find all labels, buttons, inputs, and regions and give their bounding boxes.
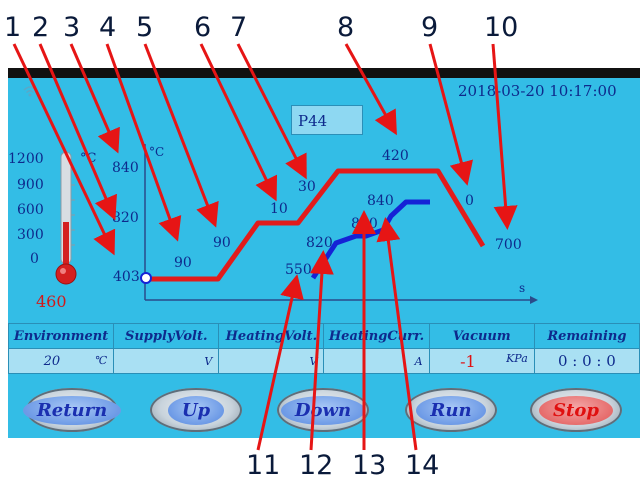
callout-14: 14 [405,450,440,481]
cell-environment: 20 ℃ [7,348,115,374]
header-heating-volt: HeatingVolt. [218,323,325,349]
header-environment: Environment [7,323,115,349]
return-button[interactable]: Return [22,388,122,432]
thermo-scale-600: 600 [17,202,44,218]
down-button-label: Down [280,395,366,425]
cell-remaining: 0 : 0 : 0 [533,348,641,374]
callout-arrow-6 [199,43,278,202]
heating-volt-unit: V [309,354,318,368]
start-point-marker [140,272,152,284]
return-button-label: Return [22,395,122,425]
callout-arrow-7 [236,43,307,180]
callout-11: 11 [246,450,281,481]
actual-label-1: 550 [285,262,312,278]
down-button[interactable]: Down [277,388,369,432]
thermo-scale-1200: 1200 [8,151,44,167]
callout-2: 2 [32,12,50,43]
environment-unit: ℃ [94,353,108,367]
header-remaining: Remaining [533,323,641,349]
profile-label-hold1: 90 [174,255,192,271]
top-bar [8,68,640,78]
header-vacuum: Vacuum [428,323,535,349]
up-button[interactable]: Up [150,388,242,432]
header-supply-volt: SupplyVolt. [113,323,220,349]
callout-arrow-4 [105,43,182,242]
cell-vacuum: -1 KPa [428,348,535,374]
callout-arrow-2 [38,43,117,221]
callout-arrow-9 [428,43,473,186]
program-label[interactable]: P44 [291,105,363,135]
callout-arrow-8 [344,43,397,136]
stop-button[interactable]: Stop [530,388,622,432]
x-axis-arrow [530,296,538,304]
profile-label-ramp2: 30 [298,179,316,195]
profile-label-max: 840 [112,160,139,176]
run-button-label: Run [416,395,486,425]
callout-arrow-12 [309,250,334,451]
status-value-row: 20 ℃ V V A -1 KPa 0 : 0 : 0 [7,348,641,374]
callout-3: 3 [63,12,81,43]
thermo-scale-300: 300 [17,227,44,243]
supply-volt-unit: V [204,354,213,368]
heating-curr-unit: A [414,354,423,368]
cell-heating-curr: A [323,348,430,374]
profile-label-end: 700 [495,237,522,253]
profile-label-cool: 0 [465,193,474,209]
callout-9: 9 [421,12,439,43]
environment-value: 20 [43,353,61,369]
callout-arrow-14 [376,217,418,451]
status-table: Environment SupplyVolt. HeatingVolt. Hea… [7,323,641,374]
remaining-value: 0 : 0 : 0 [557,352,616,370]
profile-label-ramp1: 90 [213,235,231,251]
callout-6: 6 [194,12,212,43]
callout-10: 10 [484,12,519,43]
thermo-scale-900: 900 [17,177,44,193]
chart-x-unit: s [519,281,526,295]
callout-7: 7 [230,12,248,43]
cell-supply-volt: V [113,348,220,374]
callout-5: 5 [136,12,154,43]
status-header-row: Environment SupplyVolt. HeatingVolt. Hea… [7,323,641,349]
callout-13: 13 [352,450,387,481]
thermo-current-value: 460 [36,292,67,311]
profile-label-second: 820 [112,210,139,226]
callout-arrow-3 [69,43,120,154]
callout-arrow-11 [256,274,304,451]
profile-label-hold2: 10 [270,201,288,217]
callout-12: 12 [299,450,334,481]
thermo-scale-0: 0 [30,251,39,267]
profile-label-hold3: 420 [382,148,409,164]
vacuum-value: -1 [460,351,476,371]
up-button-label: Up [167,395,225,425]
actual-label-2: 820 [306,235,333,251]
cell-heating-volt: V [218,348,325,374]
setpoint-profile-line [148,168,486,282]
callout-arrow-10 [491,43,518,230]
profile-label-start: 403 [113,269,140,285]
callout-1: 1 [4,12,22,43]
vacuum-unit: KPa [506,351,528,365]
actual-label-4: 840 [367,193,394,209]
thermometer-icon [55,151,77,285]
callout-arrow-5 [143,43,219,228]
callout-4: 4 [99,12,117,43]
run-button[interactable]: Run [405,388,497,432]
callout-8: 8 [337,12,355,43]
chart-y-unit: °C [149,145,165,159]
stop-button-label: Stop [539,395,613,425]
callout-arrow-1 [12,43,116,256]
